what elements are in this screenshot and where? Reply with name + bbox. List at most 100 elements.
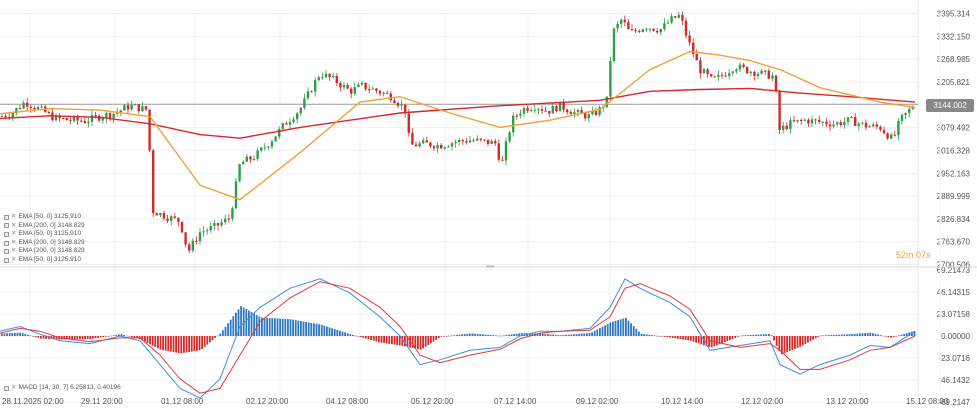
macd-histogram-bar — [448, 335, 450, 337]
candle-body — [310, 91, 313, 93]
indicator-settings-icon[interactable] — [4, 257, 9, 263]
macd-histogram-bar — [820, 335, 822, 337]
candle-body — [36, 107, 40, 110]
candle-body — [155, 213, 158, 216]
indicator-settings-icon[interactable] — [4, 240, 9, 246]
candle-body — [148, 109, 151, 151]
macd-histogram-bar — [419, 336, 422, 350]
candle-body — [296, 113, 299, 120]
macd-histogram-bar — [378, 336, 380, 343]
macd-settings-icon[interactable] — [4, 385, 9, 391]
candle-body — [94, 115, 97, 117]
macd-histogram-bar — [632, 326, 635, 336]
macd-histogram-bar — [333, 329, 336, 336]
macd-histogram-bar — [856, 333, 859, 336]
macd-histogram-bar — [427, 336, 430, 345]
indicator-settings-icon[interactable] — [4, 223, 9, 229]
candle-body — [414, 144, 418, 147]
macd-histogram-bar — [255, 315, 258, 336]
macd-histogram-bar — [692, 336, 695, 342]
candle-body — [306, 91, 310, 99]
candle-body — [864, 122, 868, 128]
candle-body — [288, 121, 292, 125]
candle-body — [216, 223, 220, 226]
macd-histogram-bar — [708, 336, 710, 348]
macd-histogram-bar — [159, 336, 162, 350]
candle-body — [648, 28, 652, 30]
close-icon[interactable]: ✕ — [11, 213, 17, 220]
macd-histogram-bar — [175, 336, 177, 353]
macd-histogram-bar — [29, 335, 32, 337]
macd-histogram-bar — [885, 336, 887, 337]
candle-body — [692, 42, 695, 55]
candle-body — [807, 119, 810, 124]
close-icon[interactable]: ✕ — [11, 255, 17, 263]
macd-histogram-bar — [19, 332, 21, 336]
candle-body — [119, 110, 122, 113]
indicator-settings-icon[interactable] — [4, 214, 9, 220]
macd-histogram-bar — [131, 336, 133, 338]
macd-histogram-bar — [674, 336, 677, 339]
candle-body — [324, 73, 328, 78]
candle-body — [436, 144, 439, 149]
x-tick-label: 02.12 20:00 — [246, 397, 289, 406]
candle-body — [731, 71, 734, 74]
macd-histogram-bar — [271, 318, 274, 336]
macd-y-tick-label: -69.2147 — [938, 398, 970, 407]
macd-histogram-bar — [900, 334, 903, 336]
ema-200-line — [0, 87, 916, 139]
candle-body — [112, 113, 115, 119]
close-icon[interactable]: ✕ — [11, 247, 17, 255]
indicator-settings-icon[interactable] — [4, 249, 9, 255]
macd-histogram-bar — [92, 336, 94, 339]
candle-body — [234, 181, 238, 209]
y-tick-label: 3268.985 — [937, 55, 971, 64]
candle-body — [472, 140, 475, 142]
macd-histogram-bar — [284, 318, 287, 336]
candle-body — [638, 31, 641, 33]
macd-histogram-bar — [879, 335, 882, 336]
macd-histogram-bar — [809, 336, 812, 342]
close-icon[interactable]: ✕ — [11, 221, 17, 229]
macd-histogram-bar — [791, 336, 794, 350]
macd-histogram-bar — [505, 335, 508, 336]
macd-histogram-bar — [456, 334, 458, 336]
macd-histogram-bar — [266, 317, 268, 336]
candle-body — [137, 104, 140, 112]
macd-histogram-bar — [339, 330, 341, 336]
macd-histogram-bar — [874, 333, 877, 336]
close-icon[interactable]: ✕ — [11, 238, 17, 246]
macd-histogram-bar — [651, 335, 653, 336]
macd-histogram-bar — [669, 336, 671, 338]
candle-body — [764, 70, 767, 72]
macd-histogram-bar — [721, 336, 723, 344]
close-icon[interactable]: ✕ — [11, 230, 17, 238]
candle-body — [508, 132, 511, 142]
candle-body — [11, 112, 14, 118]
candle-body — [476, 138, 479, 141]
macd-histogram-bar — [775, 336, 778, 346]
indicator-settings-icon[interactable] — [4, 231, 9, 237]
candle-body — [782, 125, 785, 130]
candle-body — [645, 29, 648, 31]
macd-histogram-bar — [144, 336, 146, 342]
macd-histogram-bar — [73, 336, 76, 340]
macd-histogram-bar — [331, 328, 333, 336]
candle-body — [429, 142, 432, 147]
close-icon[interactable]: ✕ — [11, 384, 17, 391]
macd-histogram-bar — [193, 336, 196, 352]
macd-histogram-bar — [812, 336, 814, 340]
macd-histogram-bar — [497, 335, 500, 337]
macd-histogram-bar — [453, 335, 456, 336]
macd-histogram-bar — [554, 334, 557, 336]
macd-line — [0, 278, 916, 399]
macd-histogram-bar — [593, 330, 596, 336]
candle-body — [674, 16, 677, 18]
candle-body — [101, 118, 104, 121]
candle-body — [159, 213, 162, 216]
macd-histogram-bar — [580, 333, 583, 336]
macd-histogram-bar — [3, 333, 6, 336]
macd-legend: ✕ MACD [14, 30, 7] 6.25813, 0.40196 — [4, 384, 121, 393]
